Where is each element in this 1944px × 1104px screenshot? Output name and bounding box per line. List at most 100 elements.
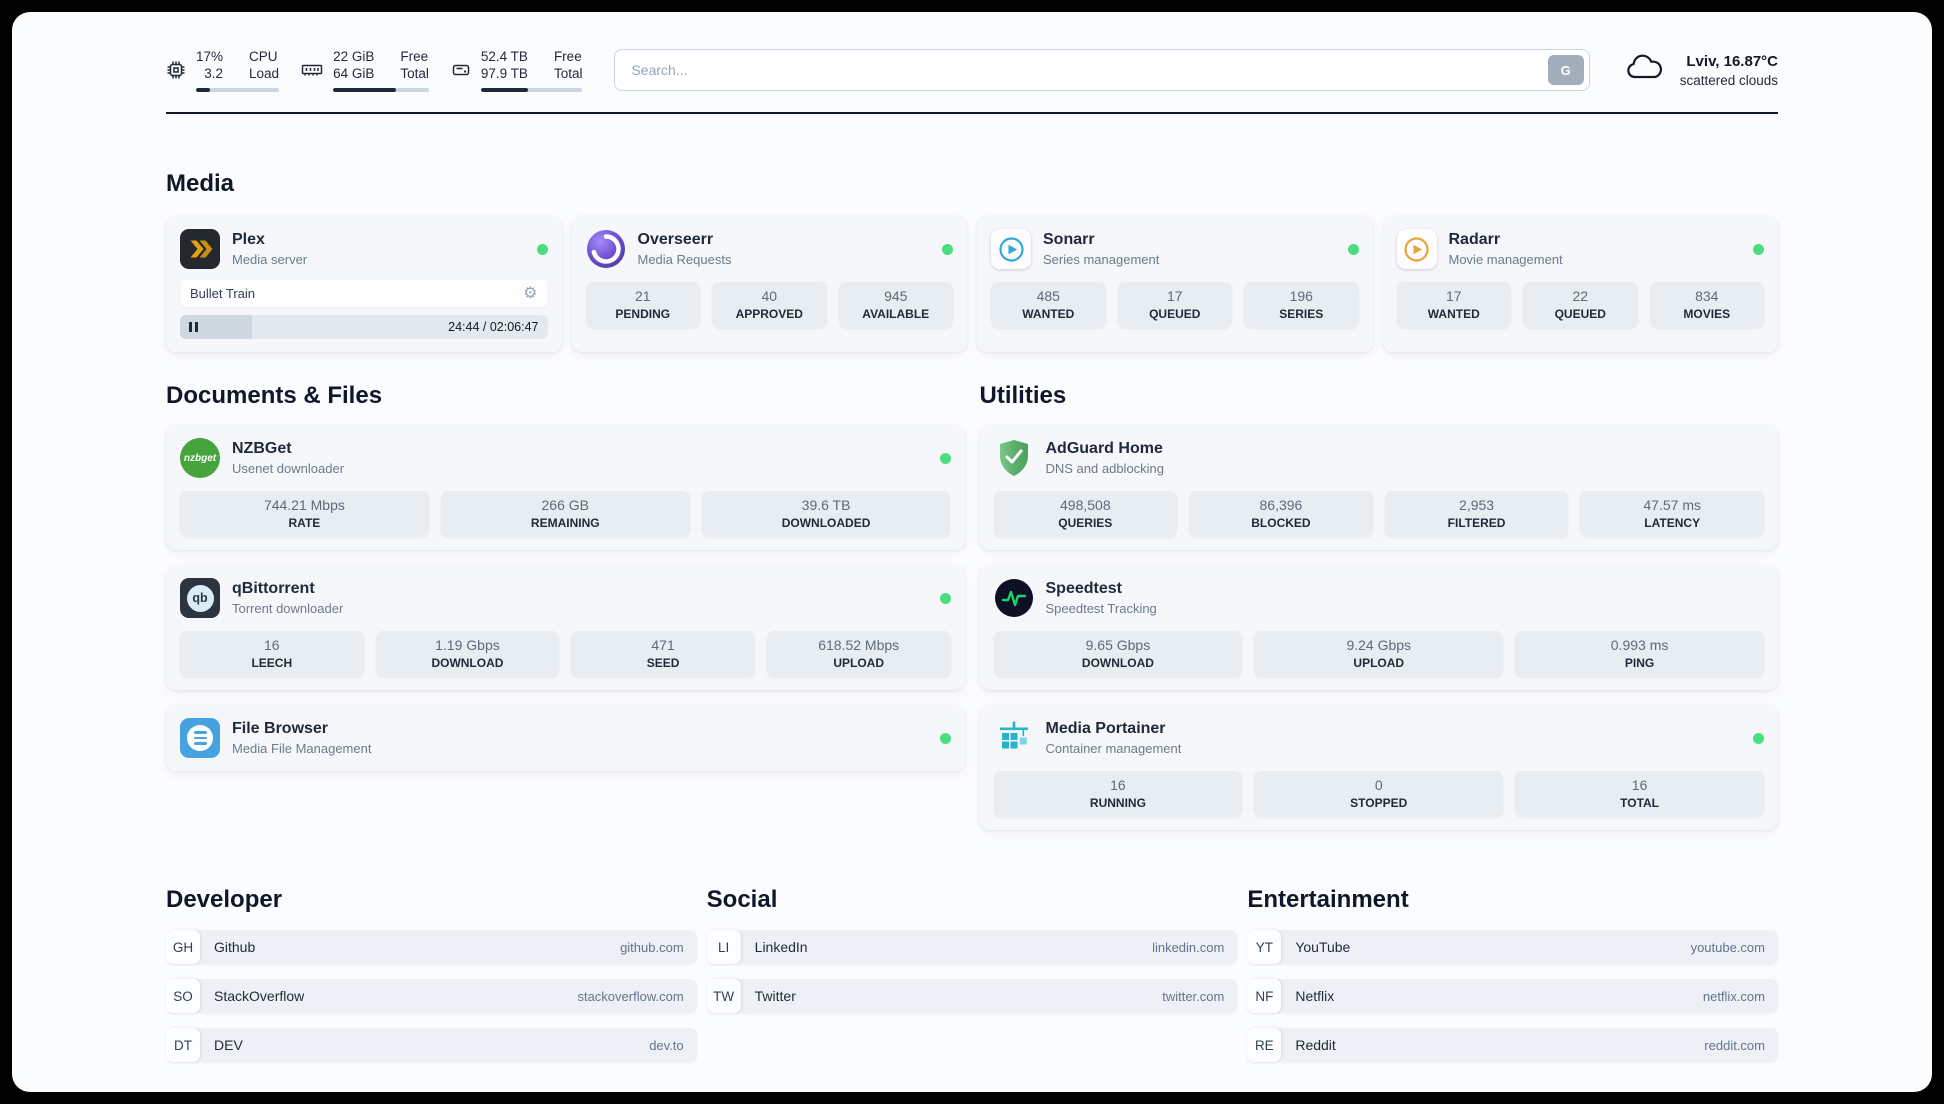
- stat-label: SERIES: [1279, 307, 1324, 321]
- stat-value: 485: [1036, 288, 1060, 304]
- card-radarr[interactable]: Radarr Movie management 17 WANTED 22 QUE…: [1382, 216, 1778, 352]
- disk-monitor: 52.4 TB Free 97.9 TB Total: [451, 48, 583, 92]
- bookmark-group-developer: Developer GH Github github.com SO StackO…: [166, 886, 697, 1062]
- stat-label: STOPPED: [1350, 796, 1408, 810]
- stat-label: LATENCY: [1644, 516, 1701, 530]
- app-subtitle: Series management: [1043, 252, 1160, 267]
- bookmark-reddit[interactable]: RE Reddit reddit.com: [1247, 1028, 1778, 1062]
- bookmark-abbr: NF: [1247, 979, 1282, 1013]
- memory-total-value: 64 GiB: [333, 66, 375, 81]
- stat-rate: 744.21 Mbps RATE: [180, 491, 429, 537]
- card-sonarr[interactable]: Sonarr Series management 485 WANTED 17 Q…: [977, 216, 1373, 352]
- stat-value: 39.6 TB: [801, 497, 851, 513]
- stat-upload: 618.52 Mbps UPLOAD: [766, 631, 951, 677]
- dashboard-page: 17% CPU 3.2 Load: [12, 12, 1932, 1092]
- disk-label-1: Free: [553, 49, 582, 64]
- stat-queued: 17 QUEUED: [1117, 282, 1232, 328]
- now-playing-pill[interactable]: Bullet Train ⚙: [180, 280, 548, 307]
- memory-icon: [301, 60, 323, 80]
- stat-value: 0.993 ms: [1610, 637, 1669, 653]
- card-overseerr[interactable]: Overseerr Media Requests 21 PENDING 40 A…: [571, 216, 967, 352]
- stat-total: 16 TOTAL: [1515, 771, 1764, 817]
- adguard-icon: [994, 438, 1034, 478]
- cpu-label-2: Load: [249, 66, 280, 81]
- app-name: AdGuard Home: [1045, 440, 1163, 457]
- bookmark-url: github.com: [620, 939, 684, 955]
- bookmark-youtube[interactable]: YT YouTube youtube.com: [1247, 930, 1778, 964]
- stat-value: 0: [1374, 777, 1383, 793]
- app-subtitle: Torrent downloader: [232, 601, 344, 616]
- bookmark-twitter[interactable]: TW Twitter twitter.com: [706, 979, 1238, 1013]
- stat-label: RUNNING: [1089, 796, 1146, 810]
- stat-downloaded: 39.6 TB DOWNLOADED: [701, 491, 951, 537]
- cloud-icon: [1624, 52, 1666, 89]
- media-grid: Plex Media server Bullet Train ⚙ 24:44 /…: [166, 216, 1778, 352]
- qbittorrent-logo-text: qb: [186, 584, 214, 612]
- stat-value: 17: [1166, 288, 1183, 304]
- section-title-utilities: Utilities: [979, 382, 1067, 409]
- search-input[interactable]: [614, 49, 1590, 91]
- bookmark-dev[interactable]: DT DEV dev.to: [166, 1028, 697, 1062]
- bookmark-group-social: Social LI LinkedIn linkedin.com TW Twitt…: [706, 886, 1238, 1013]
- stat-label: MOVIES: [1683, 307, 1731, 321]
- cpu-usage-value: 17%: [196, 49, 224, 64]
- bookmark-netflix[interactable]: NF Netflix netflix.com: [1247, 979, 1778, 1013]
- stat-leech: 16 LEECH: [180, 631, 364, 677]
- card-adguard[interactable]: AdGuard Home DNS and adblocking 498,508 …: [979, 425, 1778, 550]
- stat-label: DOWNLOADED: [781, 516, 871, 530]
- stat-label: TOTAL: [1620, 796, 1660, 810]
- utilities-column: Utilities: [979, 352, 1778, 830]
- status-dot: [942, 243, 953, 255]
- bookmark-github[interactable]: GH Github github.com: [166, 930, 697, 964]
- stat-value: 16: [1631, 777, 1648, 793]
- bookmark-name: Netflix: [1295, 988, 1335, 1004]
- card-nzbget[interactable]: nzbget NZBGet Usenet downloader 744.21 M…: [166, 425, 965, 550]
- stat-label: UPLOAD: [833, 656, 885, 670]
- search-engine-button[interactable]: G: [1547, 55, 1584, 85]
- card-filebrowser[interactable]: File Browser Media File Management: [166, 705, 965, 771]
- card-portainer[interactable]: Media Portainer Container management 16 …: [979, 705, 1778, 830]
- topbar-divider: [166, 112, 1778, 114]
- bookmark-abbr: TW: [706, 979, 741, 1013]
- stat-value: 2,953: [1459, 497, 1495, 513]
- app-name: File Browser: [232, 720, 329, 737]
- stat-download: 1.19 Gbps DOWNLOAD: [375, 631, 560, 677]
- stat-label: LEECH: [251, 656, 293, 670]
- stat-available: 945 AVAILABLE: [838, 282, 953, 328]
- app-name: Media Portainer: [1045, 720, 1166, 737]
- app-subtitle: DNS and adblocking: [1045, 461, 1165, 476]
- section-title-developer: Developer: [166, 886, 283, 913]
- memory-progress-fill: [333, 88, 397, 92]
- bookmark-name: StackOverflow: [214, 988, 305, 1004]
- bookmark-name: YouTube: [1295, 939, 1351, 955]
- portainer-icon: [994, 718, 1034, 758]
- stat-latency: 47.57 ms LATENCY: [1580, 491, 1764, 537]
- app-subtitle: Speedtest Tracking: [1045, 601, 1157, 616]
- plex-icon: [180, 229, 220, 269]
- bookmark-name: Reddit: [1295, 1037, 1336, 1053]
- system-monitors: 17% CPU 3.2 Load: [166, 48, 583, 92]
- stat-value: 945: [884, 288, 908, 304]
- stat-approved: 40 APPROVED: [712, 282, 827, 328]
- stat-label: UPLOAD: [1353, 656, 1405, 670]
- pause-icon[interactable]: [189, 322, 198, 332]
- stat-value: 40: [761, 288, 778, 304]
- disk-total-value: 97.9 TB: [480, 66, 528, 81]
- bookmark-linkedin[interactable]: LI LinkedIn linkedin.com: [706, 930, 1238, 964]
- stat-value: 21: [634, 288, 651, 304]
- stat-value: 1.19 Gbps: [435, 637, 500, 653]
- bookmark-stackoverflow[interactable]: SO StackOverflow stackoverflow.com: [166, 979, 697, 1013]
- card-qbittorrent[interactable]: qb qBittorrent Torrent downloader 16 LEE…: [166, 565, 965, 690]
- app-subtitle: Usenet downloader: [232, 461, 345, 476]
- memory-free-value: 22 GiB: [333, 49, 375, 64]
- stat-label: WANTED: [1022, 307, 1075, 321]
- playback-progress[interactable]: 24:44 / 02:06:47: [180, 315, 548, 339]
- status-dot: [1347, 243, 1359, 255]
- card-plex[interactable]: Plex Media server Bullet Train ⚙ 24:44 /…: [166, 216, 562, 352]
- status-dot: [1753, 243, 1764, 255]
- cpu-label-1: CPU: [249, 49, 278, 64]
- app-name: qBittorrent: [232, 580, 315, 597]
- stat-label: WANTED: [1427, 307, 1480, 321]
- card-speedtest[interactable]: Speedtest Speedtest Tracking 9.65 Gbps D…: [979, 565, 1778, 690]
- gear-icon[interactable]: ⚙: [523, 284, 538, 302]
